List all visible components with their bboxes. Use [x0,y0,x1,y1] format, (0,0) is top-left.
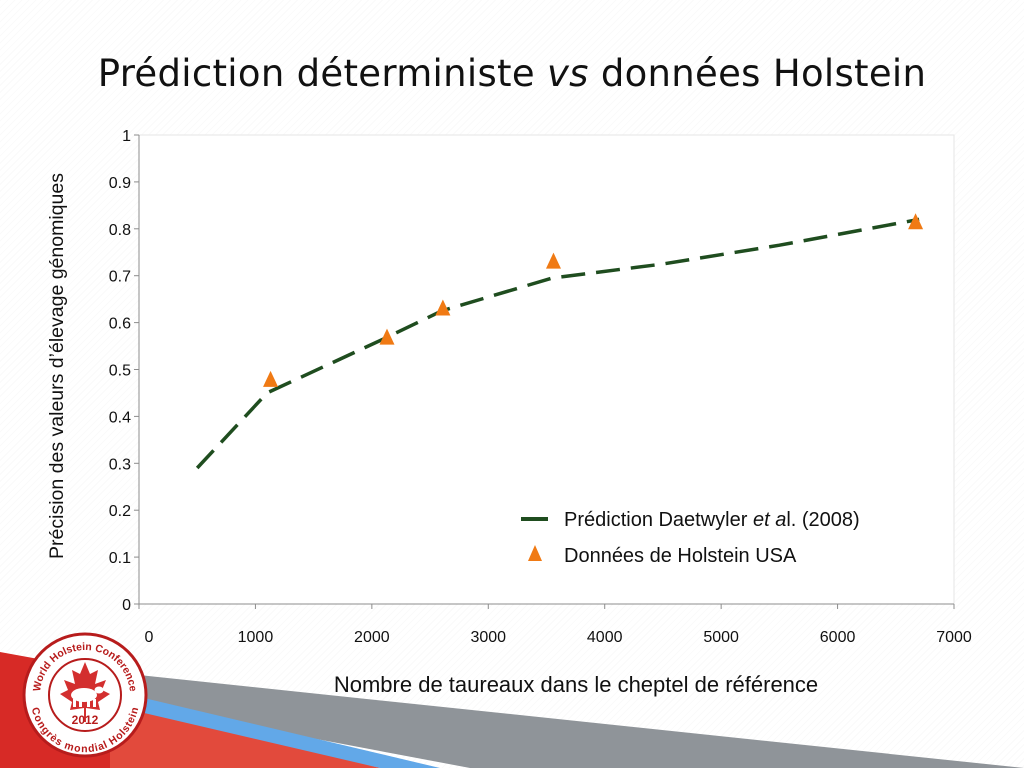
y-tick-label: 0.6 [109,316,131,333]
legend-triangle-swatch [528,545,542,561]
x-ticks: 0 1000 2000 3000 4000 5000 6000 7000 [138,604,972,646]
y-tick-label: 0.3 [109,456,131,473]
y-tick-label: 0.9 [109,175,131,192]
title-part2: données Holstein [588,52,927,95]
blue-stripe [110,690,440,768]
plot-area [138,134,955,605]
holstein-data-point [908,213,924,230]
y-tick-label: 0.4 [109,409,131,426]
holstein-data-point [379,328,395,345]
title-italic: vs [546,52,589,95]
x-tick-label: 2000 [354,629,390,646]
cow-icon [71,686,104,707]
y-tick-label: 0.7 [109,269,131,286]
red-stripe-tail [110,705,380,768]
logo-year: 2012 [72,713,99,727]
y-axis-label: Précision des valeurs d’élevage génomiqu… [46,173,68,559]
x-tick-label: 6000 [820,629,856,646]
x-axis-label: Nombre de taureaux dans le cheptel de ré… [334,672,818,697]
conference-logo: World Holstein Conference Congrès mondia… [22,632,148,758]
x-tick-label: 3000 [470,629,506,646]
y-ticks: 0 0.1 0.2 0.3 0.4 0.5 0.6 0.7 0.8 0.9 1 [109,128,139,614]
legend-label-data: Données de Holstein USA [564,545,797,567]
x-tick-label: 0 [145,629,154,646]
title-part1: Prédiction déterministe [97,52,547,95]
x-tick-label: 1000 [238,629,274,646]
y-tick-label: 1 [122,128,131,145]
x-tick-label: 4000 [587,629,623,646]
legend-prediction-suffix: l. (2008) [786,509,859,531]
y-tick-label: 0.5 [109,363,131,380]
legend: Prédiction Daetwyler et al. (2008) Donné… [521,509,860,567]
grey-stripe [110,672,1024,768]
y-tick-label: 0.2 [109,503,131,520]
y-tick-label: 0 [122,597,131,614]
y-tick-label: 0.8 [109,222,131,239]
legend-label-prediction: Prédiction Daetwyler et al. (2008) [564,509,860,531]
y-tick-label: 0.1 [109,550,131,567]
series-layer [195,213,924,470]
legend-prediction-italic: et a [753,509,786,531]
holstein-data-point [435,299,451,316]
holstein-data-point [263,370,279,387]
legend-prediction-text: Prédiction Daetwyler [564,509,753,531]
slide-title: Prédiction déterministe vs données Holst… [0,52,1024,95]
prediction-line [195,217,920,470]
x-tick-label: 5000 [703,629,739,646]
holstein-data-point [545,252,561,269]
x-tick-label: 7000 [936,629,972,646]
